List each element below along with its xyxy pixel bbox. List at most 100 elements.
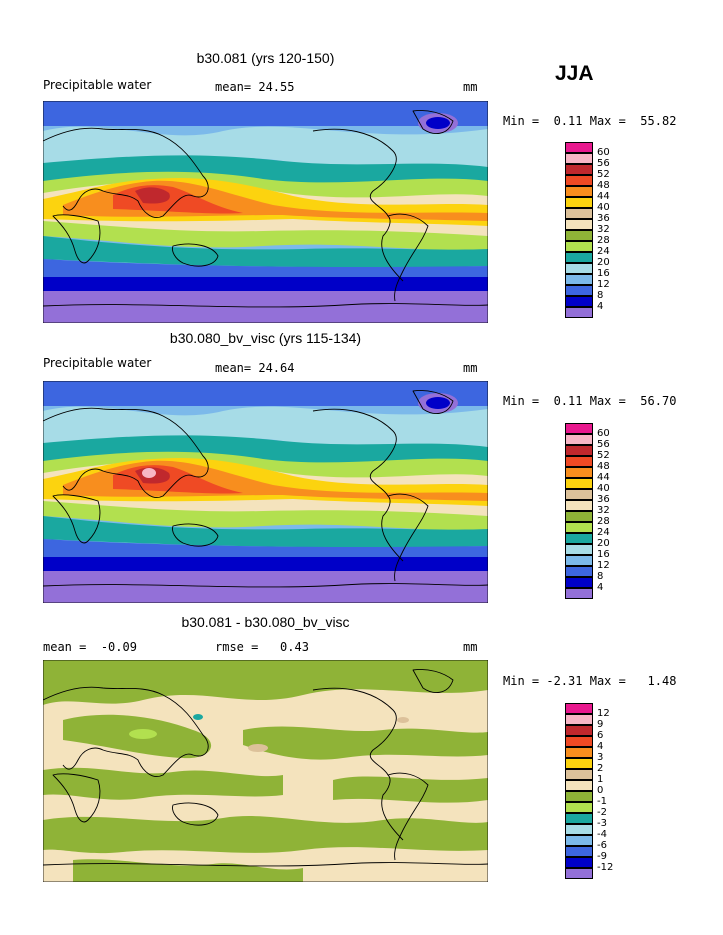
colorbar-1-swatch [565, 307, 593, 318]
colorbar-1-label: 48 [597, 180, 610, 191]
coastlines [43, 390, 488, 588]
colorbar-1-swatch [565, 252, 593, 263]
colorbar-1-label: 44 [597, 191, 610, 202]
panel-3-mean-value: -0.09 [100, 640, 137, 654]
colorbar-2-label: 16 [597, 549, 610, 560]
panel-3-title: b30.081 - b30.080_bv_visc [181, 614, 350, 630]
colorbar-3-swatch [565, 846, 593, 857]
colorbar-3-label: 3 [597, 752, 604, 763]
colorbar-2-swatch [565, 533, 593, 544]
colorbar-2-swatch [565, 489, 593, 500]
colorbar-3-label: 1 [597, 774, 604, 785]
colorbar-2-swatch [565, 478, 593, 489]
panel-2-title: b30.080_bv_visc (yrs 115-134) [169, 330, 362, 346]
colorbar-3-label: -2 [597, 807, 607, 818]
colorbar-3-label: 12 [597, 708, 610, 719]
panel-2-max-label: Max = [589, 394, 626, 408]
colorbar-1-label: 16 [597, 268, 610, 279]
panel-2-units: mm [463, 361, 478, 375]
colorbar-2-swatch [565, 522, 593, 533]
colorbar-3-label: 0 [597, 785, 604, 796]
colorbar-2-label: 12 [597, 560, 610, 571]
panel-2-min-label: Min = [503, 394, 540, 408]
colorbar-1-swatch [565, 186, 593, 197]
colorbar-1-swatch [565, 197, 593, 208]
colorbar-2-label: 24 [597, 527, 610, 538]
panel-1-mean-label: mean= [215, 80, 252, 94]
colorbar-3-label: -12 [597, 862, 614, 873]
panel-3-max-label: Max = [589, 674, 626, 688]
colorbar-2-label: 32 [597, 505, 610, 516]
colorbar-2-label: 8 [597, 571, 604, 582]
colorbar-3-label: 6 [597, 730, 604, 741]
colorbar-3-label: -9 [597, 851, 607, 862]
colorbar-2-label: 28 [597, 516, 610, 527]
colorbar-2-label: 52 [597, 450, 610, 461]
colorbar-2-label: 48 [597, 461, 610, 472]
colorbar-2-swatch [565, 566, 593, 577]
colorbar-1-label: 12 [597, 279, 610, 290]
colorbar-2-swatch [565, 500, 593, 511]
colorbar-3-swatch [565, 725, 593, 736]
colorbar-3-swatch [565, 802, 593, 813]
panel-2-min-value: 0.11 [553, 394, 583, 408]
colorbar-3-swatch [565, 835, 593, 846]
colorbar-3-swatch [565, 747, 593, 758]
panel-3-units: mm [463, 640, 478, 654]
panel-2-map [43, 381, 488, 603]
colorbar-1-swatch [565, 175, 593, 186]
coastlines [43, 110, 488, 308]
colorbar-1-label: 4 [597, 301, 604, 312]
colorbar-3-label: 9 [597, 719, 604, 730]
colorbar-2-label: 4 [597, 582, 604, 593]
precip-field [43, 101, 488, 323]
colorbar-3-swatch [565, 791, 593, 802]
panel-1-min-label: Min = [503, 114, 540, 128]
colorbar-3-label: 2 [597, 763, 604, 774]
colorbar-1-swatch [565, 230, 593, 241]
panel-3-rmse-value: 0.43 [280, 640, 309, 654]
panel-2-mean-value: 24.64 [258, 361, 295, 375]
season-label: JJA [555, 62, 594, 85]
colorbar-1-label: 60 [597, 147, 610, 158]
colorbar-2-label: 40 [597, 483, 610, 494]
colorbar-2-label: 56 [597, 439, 610, 450]
colorbar-1-swatch [565, 153, 593, 164]
colorbar-2-swatch [565, 544, 593, 555]
colorbar-3-label: -1 [597, 796, 607, 807]
colorbar-2-label: 44 [597, 472, 610, 483]
panel-1-mean-value: 24.55 [258, 80, 295, 94]
colorbar-1-label: 52 [597, 169, 610, 180]
colorbar-3-swatch [565, 857, 593, 868]
colorbar-3-swatch [565, 813, 593, 824]
colorbar-3-swatch [565, 780, 593, 791]
colorbar-1-swatch [565, 263, 593, 274]
colorbar-1-swatch [565, 274, 593, 285]
colorbar-3-swatch [565, 868, 593, 879]
colorbar-3-label: 4 [597, 741, 604, 752]
colorbar-1-label: 32 [597, 224, 610, 235]
colorbar-2-swatch [565, 445, 593, 456]
panel-1-units: mm [463, 80, 478, 94]
difference-field [43, 660, 488, 882]
colorbar-2-label: 60 [597, 428, 610, 439]
colorbar-2-swatch [565, 467, 593, 478]
panel-3-rmse-label: rmse = [215, 640, 259, 654]
panel-1-map [43, 101, 488, 323]
colorbar-1-label: 40 [597, 202, 610, 213]
colorbar-1-swatch [565, 241, 593, 252]
colorbar-1-swatch [565, 142, 593, 153]
colorbar-1-label: 8 [597, 290, 604, 301]
panel-3-min-value: -2.31 [546, 674, 583, 688]
colorbar-1-label: 24 [597, 246, 610, 257]
colorbar-1-swatch [565, 164, 593, 175]
panel-2-field-label: Precipitable water [43, 356, 152, 370]
coastlines [43, 669, 488, 867]
panel-3-map [43, 660, 488, 882]
colorbar-2-swatch [565, 423, 593, 434]
colorbar-2-swatch [565, 588, 593, 599]
colorbar-1-label: 36 [597, 213, 610, 224]
colorbar-3-label: -6 [597, 840, 607, 851]
colorbar-3-swatch [565, 758, 593, 769]
colorbar-3-swatch [565, 769, 593, 780]
